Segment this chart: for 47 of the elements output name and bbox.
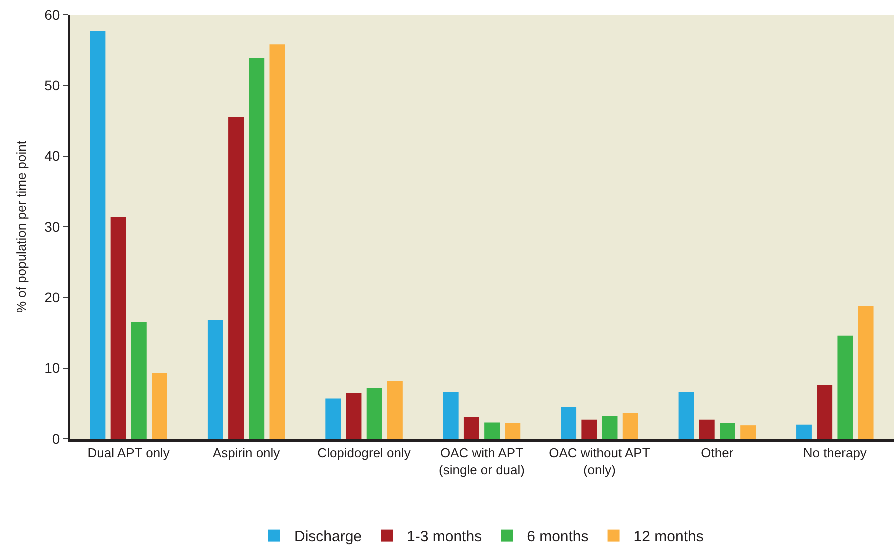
bar — [505, 423, 521, 439]
x-tick-label: OAC without APT (only) — [549, 446, 650, 478]
bar — [326, 398, 342, 439]
bar — [699, 420, 715, 439]
legend-label: 1-3 months — [407, 528, 482, 546]
x-tick-label: No therapy — [803, 446, 868, 461]
bar — [720, 423, 736, 439]
bar — [208, 320, 224, 439]
bar — [796, 424, 812, 439]
bar — [740, 426, 756, 439]
bar — [561, 407, 577, 439]
x-tick-label: Clopidogrel only — [318, 446, 412, 461]
bar — [346, 393, 362, 439]
y-tick-label: 40 — [44, 148, 60, 164]
bar — [366, 388, 382, 439]
y-axis-title: % of population per time point — [14, 140, 30, 313]
bar — [270, 44, 286, 439]
y-tick-label: 30 — [44, 218, 60, 235]
x-tick-label: Dual APT only — [88, 446, 170, 461]
bar — [131, 322, 147, 439]
bar — [838, 336, 854, 439]
bar — [817, 385, 833, 439]
x-tick-label: OAC with APT (single or dual) — [439, 446, 525, 478]
bar — [90, 31, 106, 439]
bar — [152, 373, 168, 439]
bar — [464, 417, 480, 439]
bar — [858, 306, 874, 439]
legend-label: 12 months — [634, 528, 704, 546]
bar — [249, 58, 265, 439]
x-tick-label: Aspirin only — [212, 446, 281, 461]
y-tick-label: 10 — [44, 360, 60, 376]
bar — [622, 414, 638, 439]
bar — [228, 117, 244, 439]
bar — [110, 217, 126, 439]
bar — [387, 381, 403, 439]
bar — [443, 392, 459, 439]
x-tick-label: Other — [701, 446, 734, 461]
bar — [678, 392, 694, 439]
legend-label: 6 months — [527, 528, 589, 546]
y-tick-label: 50 — [44, 78, 60, 94]
legend-label: Discharge — [294, 528, 362, 546]
bar — [602, 416, 618, 439]
y-tick-label: 60 — [44, 6, 60, 23]
bar — [484, 422, 500, 439]
bar — [582, 420, 598, 439]
y-tick-label: 0 — [52, 430, 60, 447]
y-tick-label: 20 — [44, 290, 60, 306]
